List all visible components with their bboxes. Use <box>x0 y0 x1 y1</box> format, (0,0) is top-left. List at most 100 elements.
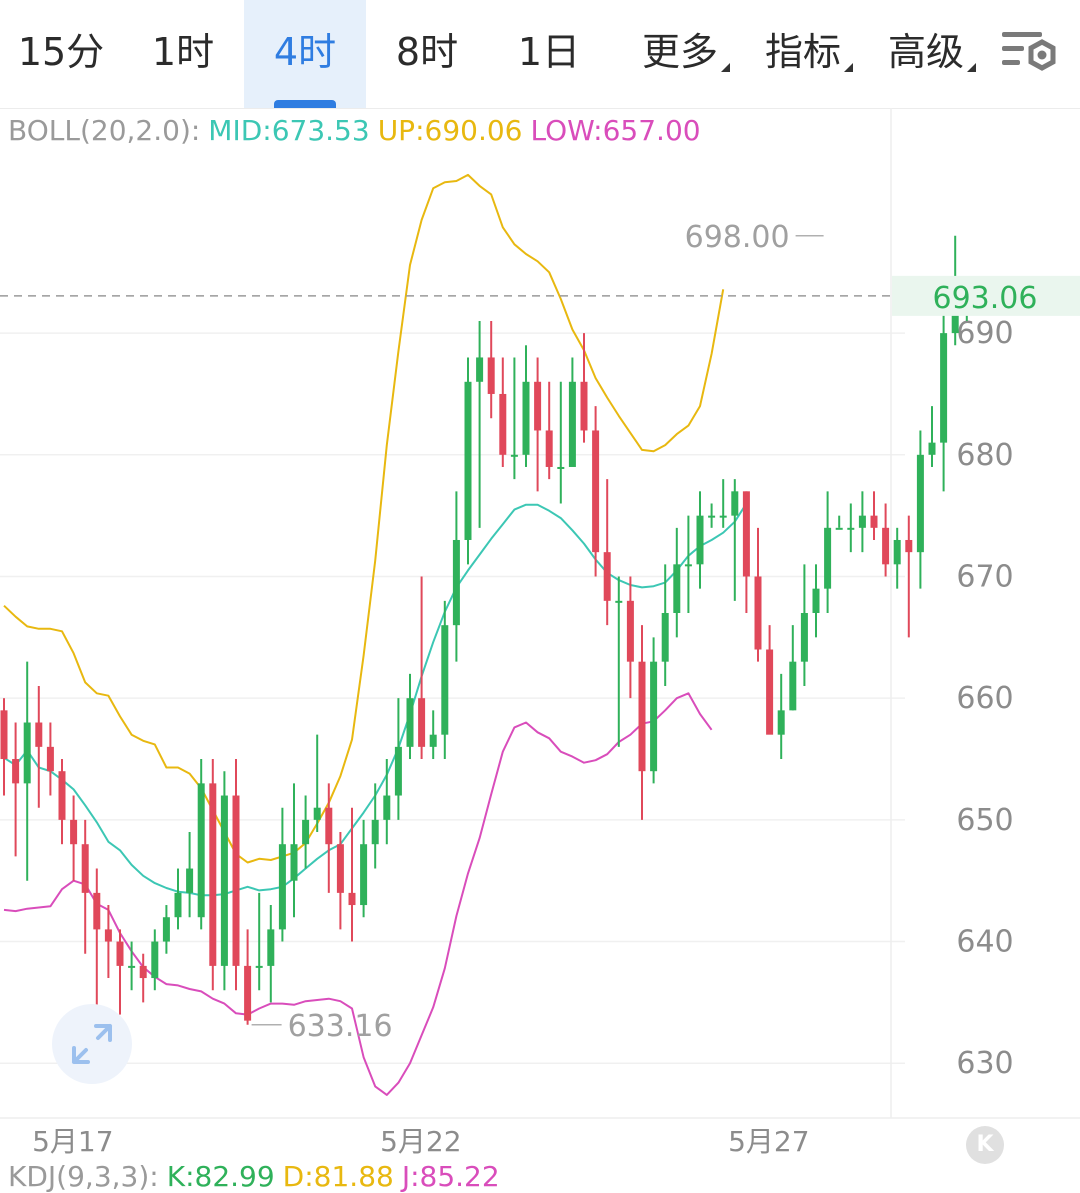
tab-label: 4时 <box>273 30 337 74</box>
boll-upper-line <box>3 173 725 864</box>
chart-overlay: 693.06 698.00 633.16 <box>0 220 1080 1044</box>
candle-body <box>360 844 368 906</box>
boll-lower-line <box>3 692 713 1096</box>
timeframe-toolbar: 15分 1时 4时 8时 1日 更多 指标 高级 <box>0 0 1080 109</box>
y-tick-label: 650 <box>956 803 1013 838</box>
candle-body <box>302 819 310 845</box>
last-price-tag <box>892 275 1080 316</box>
tab-label: 指标 <box>764 30 841 74</box>
candle-body <box>545 430 553 467</box>
candle-body <box>534 381 542 431</box>
candle-body <box>452 539 460 626</box>
tab-more[interactable]: 更多 <box>624 0 736 108</box>
candle-body <box>209 783 217 966</box>
candle-body <box>139 965 147 979</box>
kdj-name: KDJ(9,3,3): <box>8 1160 159 1193</box>
boll-mid: MID:673.53 <box>208 114 370 147</box>
candle-body <box>441 625 449 735</box>
y-tick-label: 690 <box>956 316 1013 351</box>
candle-body <box>464 381 472 540</box>
candle-body <box>916 454 924 553</box>
candle-body <box>418 698 426 747</box>
candle-body <box>580 381 588 431</box>
chart-settings-icon[interactable] <box>1000 26 1060 82</box>
candle-body <box>151 941 159 979</box>
y-tick-label: 660 <box>956 681 1013 716</box>
tab-4h[interactable]: 4时 <box>244 0 366 108</box>
boll-up: UP:690.06 <box>377 114 523 147</box>
candle-body <box>186 868 194 893</box>
fullscreen-expand-icon[interactable] <box>52 1004 132 1084</box>
candle-body <box>128 965 136 968</box>
kdj-k: K:82.99 <box>166 1160 275 1193</box>
candle-body <box>325 807 333 845</box>
x-tick-label: 5月27 <box>728 1125 809 1158</box>
candlestick-chart[interactable]: 690 680 670 660 650 640 630 5月17 5月22 5月27 693.06… <box>0 108 1080 1178</box>
candle-body <box>487 357 495 394</box>
candle-body <box>278 844 286 930</box>
dropdown-caret-icon <box>844 63 853 72</box>
candle-body <box>824 527 832 589</box>
candle-body <box>858 515 866 528</box>
candle-body <box>603 552 611 601</box>
boll-name: BOLL(20,2.0): <box>8 114 201 147</box>
candle-body <box>708 515 716 518</box>
bollinger-bands <box>3 173 748 1096</box>
candle-body <box>290 844 298 881</box>
candle-body <box>70 819 78 845</box>
y-tick-label: 630 <box>956 1046 1013 1081</box>
candle-body <box>626 600 634 662</box>
candle-body <box>313 807 321 820</box>
low-marker-label: 633.16 <box>288 1009 393 1044</box>
candle-body <box>12 759 20 784</box>
kdj-legend: KDJ(9,3,3): K:82.99 D:81.88 J:85.22 <box>8 1160 508 1193</box>
tab-15min[interactable]: 15分 <box>0 0 122 108</box>
tab-1h[interactable]: 1时 <box>122 0 244 108</box>
candle-body <box>766 649 774 735</box>
candle-body <box>940 333 948 443</box>
tab-1d[interactable]: 1日 <box>488 0 610 108</box>
candle-body <box>255 965 263 968</box>
candle-body <box>406 698 414 747</box>
high-marker-label: 698.00 <box>685 220 790 255</box>
candle-body <box>650 661 658 772</box>
x-tick-label: 5月22 <box>380 1125 461 1158</box>
candle-body <box>267 929 275 966</box>
last-price-label: 693.06 <box>933 281 1038 316</box>
candle-body <box>46 746 54 772</box>
candle-body <box>905 539 913 553</box>
candle-body <box>928 442 936 455</box>
tab-advanced[interactable]: 高级 <box>870 0 982 108</box>
candle-body <box>499 393 507 455</box>
candle-body <box>684 564 692 567</box>
tab-label: 更多 <box>641 30 718 74</box>
candle-body <box>592 430 600 553</box>
candle-body <box>371 819 379 845</box>
scroll-to-latest-button[interactable]: K <box>966 1126 1004 1164</box>
candle-body <box>615 600 623 603</box>
candle-body <box>348 892 356 906</box>
candle-body <box>244 965 252 1021</box>
tab-indicators[interactable]: 指标 <box>747 0 859 108</box>
candle-body <box>800 613 808 662</box>
candle-body <box>557 466 565 469</box>
kdj-d: D:81.88 <box>282 1160 394 1193</box>
candle-body <box>673 564 681 613</box>
candle-body <box>510 454 518 457</box>
tab-label: 1时 <box>151 30 215 74</box>
candle-body <box>394 746 402 796</box>
candle-body <box>104 929 112 942</box>
candle-body <box>58 771 66 820</box>
candle-body <box>232 795 240 966</box>
candle-body <box>522 381 530 455</box>
candle-body <box>812 588 820 613</box>
tab-label: 1日 <box>517 30 581 74</box>
chart-grid: 690 680 670 660 650 640 630 5月17 5月22 5月27 <box>0 108 1080 1158</box>
candle-body <box>162 917 170 942</box>
tab-label: 8时 <box>395 30 459 74</box>
candle-body <box>23 722 31 784</box>
candle-body <box>870 515 878 528</box>
tab-8h[interactable]: 8时 <box>366 0 488 108</box>
candle-body <box>661 613 669 662</box>
y-tick-label: 670 <box>956 559 1013 594</box>
